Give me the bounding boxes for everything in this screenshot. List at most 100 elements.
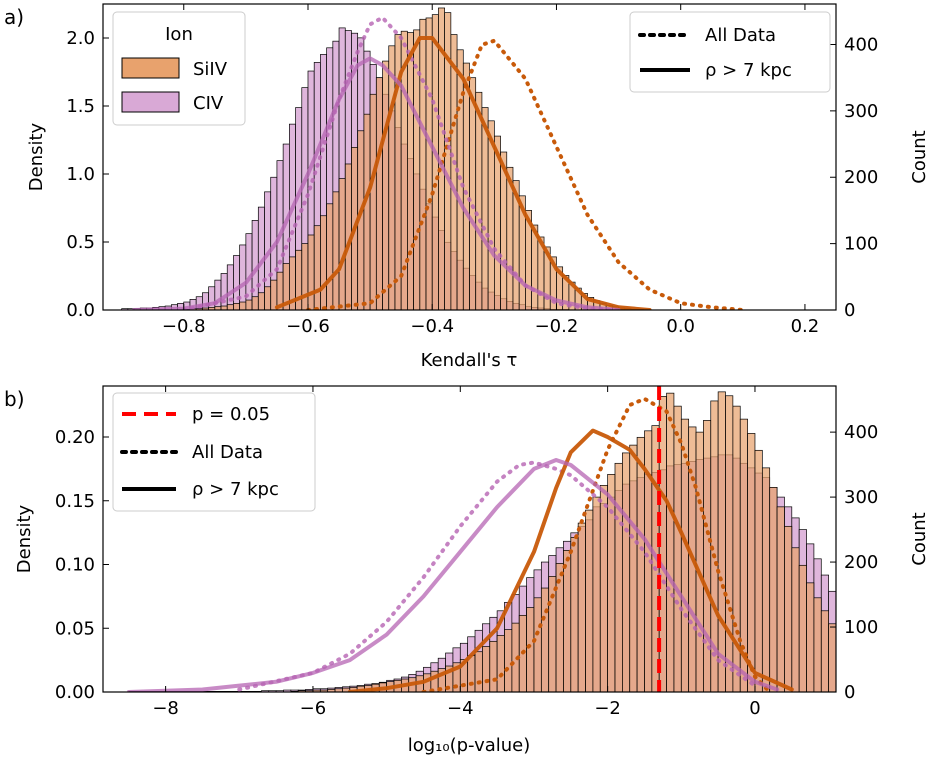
civ-bar (202, 292, 209, 310)
civ-bar (873, 658, 880, 692)
siiv-all-data-kde-line (421, 396, 772, 692)
x-tick-label: −0.2 (535, 316, 579, 337)
civ-bar (910, 684, 917, 692)
siiv-bar (251, 296, 259, 310)
panel-b-xlabel: log₁₀(p-value) (408, 735, 531, 756)
civ-bar (902, 680, 909, 692)
civ-bar (858, 640, 865, 692)
siiv-bar (450, 34, 458, 310)
legend-threshold-label: p = 0.05 (192, 404, 270, 425)
civ-bar (924, 689, 931, 692)
siiv-bar (747, 433, 756, 692)
siiv-bar (769, 487, 778, 692)
siiv-bar (902, 691, 909, 692)
siiv-bar (629, 444, 638, 692)
siiv-bar (233, 303, 241, 310)
y-right-tick-label: 200 (844, 552, 878, 573)
legend-siiv-label: SiIV (193, 59, 228, 80)
siiv-bar (784, 525, 793, 692)
panel-a-ylabel-right: Count (909, 130, 930, 183)
legend-rho-label: ρ > 7 kpc (705, 60, 792, 81)
legend-style-b-frame (112, 392, 316, 512)
siiv-all-data-kde-line (306, 38, 745, 310)
siiv-bar (776, 506, 785, 692)
civ-bar (245, 233, 253, 310)
siiv-bar (475, 91, 483, 310)
panel-b-label: b) (4, 387, 25, 411)
legend-ion-title: Ion (165, 24, 193, 45)
legend-civ-label: CIV (193, 93, 224, 114)
x-tick-label: −0.8 (162, 316, 206, 337)
panel-b-axes: −8 −6 −4 −2 0 0.00 0.05 0.10 0.15 0.20 0 100 200 300 4… (55, 386, 878, 719)
siiv-bar (425, 17, 433, 310)
siiv-bar (592, 496, 601, 692)
siiv-bar (865, 682, 872, 692)
kde-curves (132, 15, 745, 310)
siiv-bar (695, 431, 704, 692)
panel-a-frame (102, 3, 837, 311)
civ-bar (226, 264, 234, 310)
civ-bar (895, 676, 902, 692)
x-tick-label: 0.2 (791, 316, 820, 337)
siiv-rho-cut-kde-line (347, 428, 794, 692)
siiv-rho-cut-kde-line (274, 36, 652, 310)
civ-all-data-kde-line (237, 460, 757, 692)
x-tick-label: 0 (749, 698, 760, 719)
y-tick-label: 1.5 (66, 96, 95, 117)
siiv-bar (798, 564, 807, 692)
siiv-bar (673, 405, 682, 692)
siiv-bar (636, 436, 645, 692)
siiv-bar (482, 646, 491, 692)
legend-style-b: p = 0.05 All Data ρ > 7 kpc (112, 392, 316, 512)
siiv-bar (622, 452, 631, 692)
siiv-bar (489, 640, 498, 692)
siiv-bar (363, 113, 371, 310)
siiv-bar (614, 462, 623, 692)
civ-bar (917, 687, 924, 692)
siiv-bar (431, 14, 439, 310)
y-tick-label: 0.10 (55, 555, 95, 576)
civ-bar (208, 286, 216, 310)
siiv-bar (880, 688, 887, 692)
civ-bar (220, 273, 228, 310)
x-tick-label: −6 (300, 698, 327, 719)
siiv-bar (496, 635, 505, 692)
legend-all-data-label: All Data (705, 25, 776, 46)
y-right-tick-label: 0 (844, 300, 855, 321)
y-right-tick-label: 100 (844, 234, 878, 255)
x-tick-label: −2 (594, 698, 621, 719)
panel-a-label: a) (4, 5, 24, 29)
siiv-bar (332, 191, 340, 310)
siiv-bar (570, 537, 579, 692)
y-tick-label: 0.5 (66, 232, 95, 253)
y-tick-label: 2.0 (66, 28, 95, 49)
siiv-bar (419, 18, 427, 310)
y-tick-label: 0.00 (55, 682, 95, 703)
y-right-tick-label: 300 (844, 487, 878, 508)
legend-siiv-swatch (121, 57, 180, 79)
siiv-bar (264, 286, 272, 310)
y-right-tick-label: 400 (844, 422, 878, 443)
civ-bar (233, 255, 241, 310)
siiv-bar (245, 299, 253, 310)
siiv-bar (666, 392, 675, 692)
siiv-bar (888, 690, 895, 692)
siiv-bar (474, 651, 483, 692)
siiv-bar (717, 391, 726, 692)
siiv-bar (407, 32, 414, 310)
siiv-bar (873, 686, 880, 693)
siiv-bar (375, 77, 383, 310)
siiv-bar (239, 301, 247, 310)
siiv-bar (599, 485, 608, 692)
siiv-bar (326, 203, 334, 310)
civ-bar (880, 665, 887, 692)
siiv-bar (301, 243, 309, 310)
civ-bar (865, 650, 872, 692)
y-right-tick-label: 100 (844, 617, 878, 638)
x-tick-label: −8 (152, 698, 179, 719)
siiv-bar (307, 234, 315, 310)
panel-b-frame (102, 385, 837, 693)
y-tick-label: 0.20 (55, 427, 95, 448)
siiv-bar (226, 304, 234, 310)
siiv-bar (858, 674, 865, 692)
